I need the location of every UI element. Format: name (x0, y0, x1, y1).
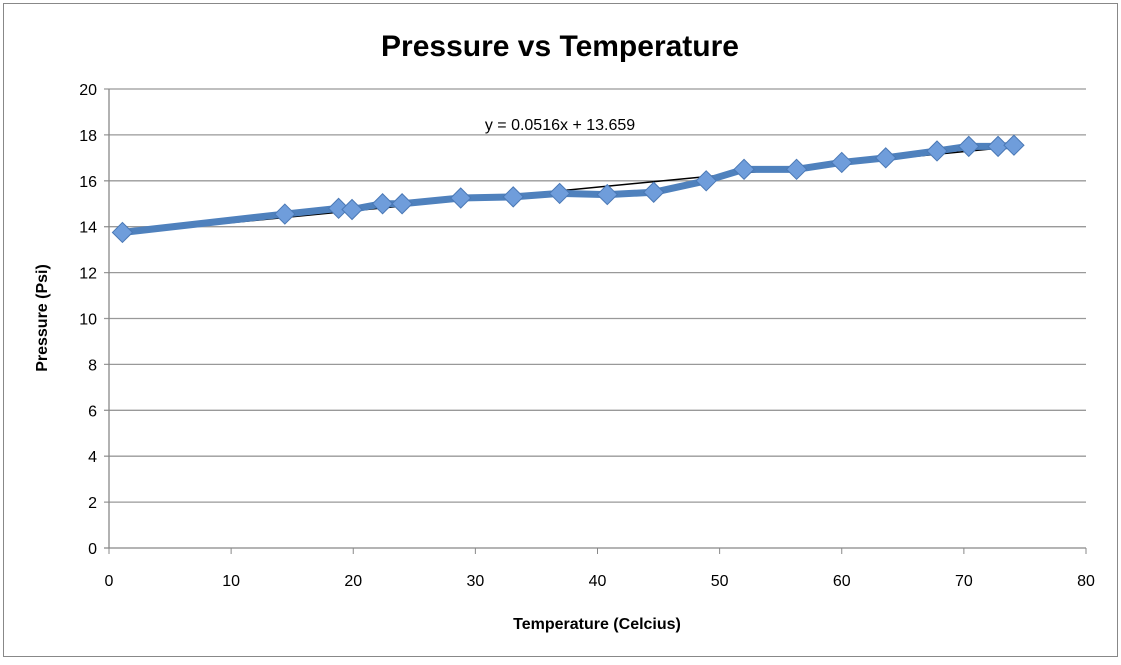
x-tick-label: 70 (955, 573, 973, 590)
y-axis-label: Pressure (Psi) (34, 264, 51, 372)
trendline-equation: y = 0.0516x + 13.659 (485, 117, 635, 134)
y-tick-label: 12 (79, 266, 97, 283)
y-tick-label: 4 (88, 449, 97, 466)
chart-border (3, 3, 1118, 657)
y-tick-label: 6 (88, 403, 97, 420)
data-point-marker (502, 186, 524, 208)
data-point-marker (642, 181, 665, 203)
chart-title: Pressure vs Temperature (381, 30, 739, 63)
x-axis-label: Temperature (Celcius) (513, 616, 681, 633)
x-tick-label: 0 (105, 573, 114, 590)
data-point-marker (111, 221, 134, 244)
y-tick-label: 20 (79, 82, 97, 99)
data-point-marker (875, 147, 897, 169)
data-point-marker (450, 187, 472, 209)
data-point-marker (548, 182, 571, 205)
x-tick-label: 50 (711, 573, 729, 590)
data-point-marker (371, 193, 394, 215)
data-point-marker (327, 197, 350, 220)
x-tick-label: 10 (222, 573, 240, 590)
data-point-marker (341, 198, 363, 221)
y-tick-label: 8 (88, 357, 97, 374)
data-point-marker (926, 140, 948, 162)
x-tick-label: 30 (466, 573, 484, 590)
data-point-marker (785, 158, 808, 181)
data-point-marker (831, 151, 853, 174)
data-point-marker (391, 193, 413, 215)
data-point-marker (1003, 134, 1025, 156)
data-point-marker (987, 135, 1009, 158)
y-tick-label: 2 (88, 495, 97, 512)
data-point-marker (733, 158, 755, 181)
y-tick-label: 16 (79, 174, 97, 191)
data-point-marker (596, 183, 618, 206)
x-tick-label: 20 (344, 573, 362, 590)
x-tick-label: 60 (833, 573, 851, 590)
y-tick-label: 14 (79, 220, 97, 237)
y-tick-label: 10 (79, 312, 97, 329)
data-point-marker (958, 135, 980, 158)
y-tick-label: 18 (79, 128, 97, 145)
x-tick-label: 80 (1077, 573, 1095, 590)
data-point-marker (695, 170, 717, 192)
x-tick-label: 40 (589, 573, 607, 590)
data-point-marker (274, 203, 296, 225)
y-tick-label: 0 (88, 541, 97, 558)
